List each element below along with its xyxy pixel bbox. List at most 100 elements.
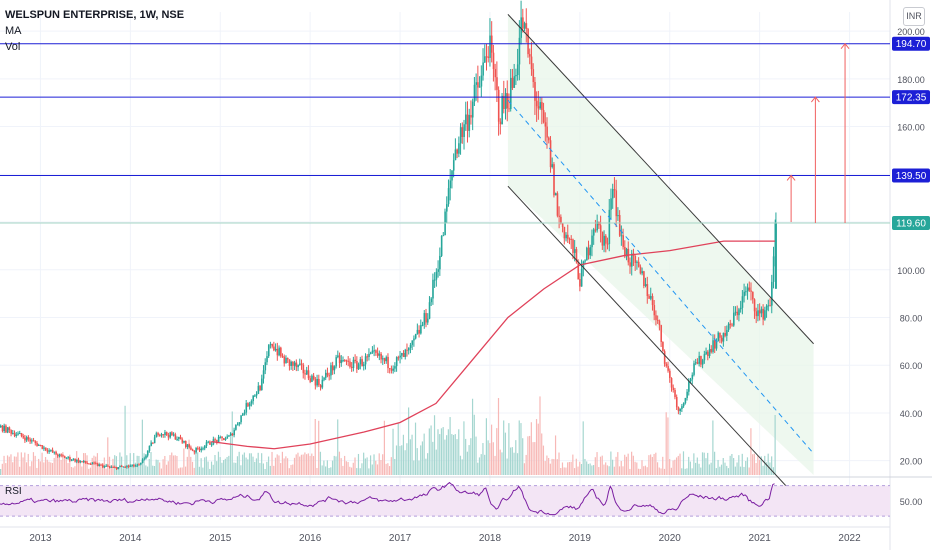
- rsi-indicator-label[interactable]: RSI: [5, 486, 22, 497]
- volume-bar: [209, 468, 211, 475]
- candle-body: [283, 356, 286, 364]
- candle-body: [126, 465, 128, 468]
- candle-body: [15, 434, 18, 436]
- volume-bar: [193, 467, 195, 475]
- candle-body: [608, 209, 611, 244]
- volume-bar: [440, 428, 443, 475]
- candle-body: [447, 188, 450, 205]
- candle-body: [589, 247, 592, 256]
- volume-bar: [632, 455, 634, 475]
- volume-bar: [503, 420, 505, 475]
- y-tick-label: 160.00: [897, 123, 925, 133]
- volume-bar: [399, 446, 401, 475]
- candle-body: [290, 361, 293, 366]
- volume-indicator-label[interactable]: Vol: [5, 41, 21, 53]
- volume-bar: [93, 455, 95, 475]
- volume-bar: [634, 461, 636, 475]
- currency-badge[interactable]: INR: [903, 7, 925, 26]
- volume-bar: [667, 417, 669, 475]
- volume-bar: [186, 456, 188, 475]
- candle-body: [338, 355, 341, 364]
- candle-body: [613, 189, 616, 191]
- volume-bar: [694, 462, 697, 475]
- volume-bar: [473, 414, 475, 475]
- y-tick-label: 40.00: [900, 409, 923, 419]
- candle-body: [79, 461, 82, 463]
- candle-body: [556, 193, 559, 216]
- candle-body: [701, 360, 704, 365]
- candle-body: [184, 440, 187, 447]
- volume-bar: [573, 468, 576, 475]
- candle-body: [74, 458, 76, 462]
- volume-bar: [510, 447, 512, 475]
- volume-bar: [62, 452, 64, 475]
- candle-body: [0, 425, 2, 428]
- volume-bar: [746, 457, 749, 475]
- volume-bar: [5, 463, 7, 475]
- volume-bar: [698, 463, 700, 475]
- candle-body: [698, 355, 701, 364]
- candle-body: [202, 448, 204, 450]
- candle-body: [369, 352, 372, 354]
- volume-bar: [527, 436, 529, 475]
- volume-bar: [446, 435, 448, 475]
- level-price-label: 139.50: [896, 171, 927, 182]
- volume-bar: [356, 468, 358, 475]
- candle-body: [385, 356, 388, 362]
- candle-body: [408, 347, 410, 351]
- candle-body: [131, 464, 133, 466]
- candle-body: [293, 362, 296, 366]
- volume-bar: [86, 455, 88, 475]
- symbol-title[interactable]: WELSPUN ENTERPRISE, 1W, NSE: [5, 9, 185, 21]
- volume-bar: [617, 452, 619, 475]
- candle-body: [427, 318, 429, 323]
- volume-bar: [297, 452, 299, 475]
- candle-body: [741, 296, 744, 308]
- candle-body: [108, 466, 111, 468]
- volume-bar: [117, 468, 119, 475]
- volume-bar: [261, 453, 263, 475]
- volume-bar: [15, 456, 17, 475]
- candle-body: [586, 247, 588, 261]
- candle-body: [656, 319, 659, 321]
- candle-body: [487, 56, 490, 58]
- candle-body: [739, 307, 742, 310]
- volume-bar: [159, 462, 161, 475]
- candle-body: [150, 442, 153, 446]
- candle-body: [534, 81, 536, 101]
- candle-body: [172, 434, 175, 436]
- volume-bar: [558, 452, 560, 475]
- candle-body: [6, 427, 9, 433]
- volume-bar: [267, 456, 270, 475]
- volume-bar: [152, 465, 154, 475]
- candle-body: [243, 412, 246, 414]
- volume-bar: [624, 454, 626, 475]
- candle-body: [458, 143, 460, 154]
- volume-bar: [594, 457, 596, 475]
- volume-bar: [603, 464, 605, 475]
- candle-body: [32, 440, 35, 442]
- volume-bar: [133, 453, 135, 475]
- candle-body: [285, 357, 287, 364]
- candle-body: [179, 436, 182, 440]
- candle-body: [280, 347, 282, 357]
- candle-body: [440, 235, 443, 256]
- volume-bar: [12, 462, 14, 475]
- ma-indicator-label[interactable]: MA: [5, 25, 22, 37]
- candle-body: [107, 465, 109, 467]
- candle-body: [238, 422, 241, 425]
- candle-body: [331, 365, 334, 371]
- volume-bar: [148, 458, 150, 475]
- volume-bar: [176, 455, 178, 475]
- volume-bar: [689, 461, 692, 475]
- candle-body: [302, 364, 305, 374]
- candle-body: [510, 77, 512, 110]
- volume-bar: [338, 451, 341, 475]
- volume-bar: [570, 461, 572, 475]
- candle-body: [738, 309, 740, 316]
- candle-body: [388, 368, 391, 370]
- candle-body: [186, 444, 189, 447]
- volume-bar: [129, 453, 131, 475]
- volume-bar: [34, 455, 36, 475]
